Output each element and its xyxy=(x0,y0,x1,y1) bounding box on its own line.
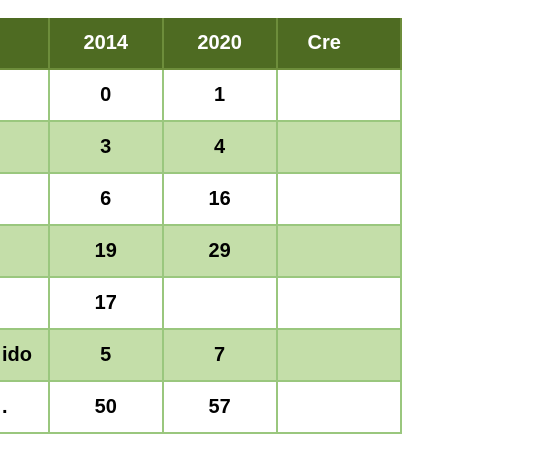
cell-2020: 4 xyxy=(161,121,278,174)
data-table: ía 2014 2020 Cre 0 1 3 4 6 16 xyxy=(0,18,403,434)
cell-2020 xyxy=(161,277,278,330)
cell-growth xyxy=(275,173,403,226)
header-2020: 2020 xyxy=(161,18,278,70)
cell-growth xyxy=(275,329,403,382)
cell-2014: 3 xyxy=(47,121,164,174)
row-label xyxy=(0,69,50,122)
table-row: 0 1 xyxy=(0,69,403,122)
cell-growth xyxy=(275,277,403,330)
table-row: 6 16 xyxy=(0,173,403,226)
cell-2014: 0 xyxy=(47,69,164,122)
row-label xyxy=(0,277,50,330)
data-table-container: ía 2014 2020 Cre 0 1 3 4 6 16 xyxy=(0,18,534,442)
row-label: . xyxy=(0,381,50,434)
cell-2020: 7 xyxy=(161,329,278,382)
cell-2014: 17 xyxy=(47,277,164,330)
table-row: 19 29 xyxy=(0,225,403,278)
cell-2020: 16 xyxy=(161,173,278,226)
row-label: ido xyxy=(0,329,50,382)
cell-2014: 5 xyxy=(47,329,164,382)
header-category: ía xyxy=(0,18,50,70)
cell-growth xyxy=(275,121,403,174)
table-row: . 50 57 xyxy=(0,381,403,434)
cell-2020: 1 xyxy=(161,69,278,122)
table-header-row: ía 2014 2020 Cre xyxy=(0,18,403,70)
row-label xyxy=(0,121,50,174)
cell-growth xyxy=(275,69,403,122)
cell-2020: 57 xyxy=(161,381,278,434)
header-2014: 2014 xyxy=(47,18,164,70)
cell-2020: 29 xyxy=(161,225,278,278)
cell-2014: 50 xyxy=(47,381,164,434)
row-label xyxy=(0,173,50,226)
cell-growth xyxy=(275,225,403,278)
cell-2014: 6 xyxy=(47,173,164,226)
table-row: 3 4 xyxy=(0,121,403,174)
row-label xyxy=(0,225,50,278)
cell-growth xyxy=(275,381,403,434)
table-row: ido 5 7 xyxy=(0,329,403,382)
header-growth: Cre xyxy=(275,18,403,70)
cell-2014: 19 xyxy=(47,225,164,278)
table-row: 17 xyxy=(0,277,403,330)
